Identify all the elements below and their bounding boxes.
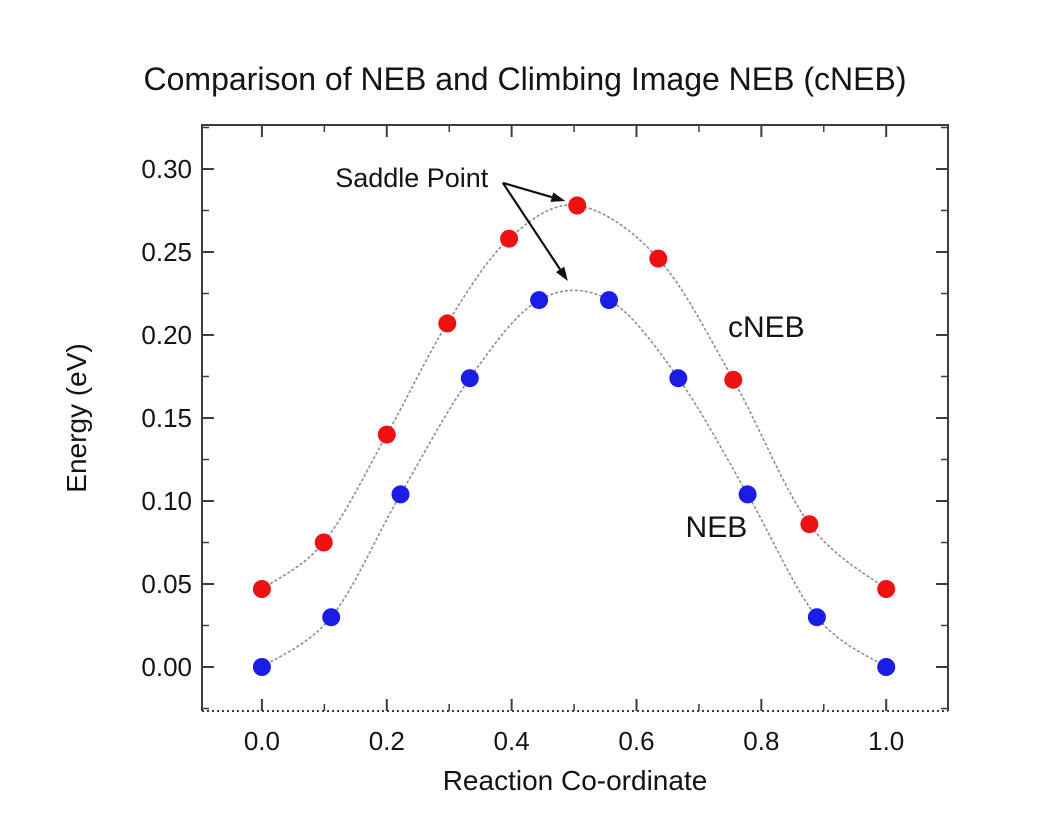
saddle-point-annotation: Saddle Point [335,163,489,193]
y-tick-label: 0.10 [141,486,192,516]
cneb-data-point [800,515,819,534]
neb-data-point [530,291,549,310]
cneb-data-point [649,249,668,268]
neb-data-point [391,485,410,504]
x-tick-label: 0.8 [743,726,779,756]
cneb-data-point [438,314,457,333]
neb-curve [261,289,887,668]
annotation-arrows [501,181,568,282]
y-axis-label: Energy (eV) [61,343,92,492]
cneb-data-point [314,533,333,552]
annotation-arrowhead [550,192,566,202]
neb-data-point [600,291,618,310]
x-tick-label: 0.4 [494,726,530,756]
x-tick-label: 0.6 [618,726,654,756]
cneb-curve [261,204,887,590]
x-axis-label: Reaction Co-ordinate [443,765,708,796]
cneb-data-point [568,196,587,215]
y-tick-label: 0.05 [141,569,192,599]
annotation-arrowhead [555,266,568,282]
series-label-neb: NEB [686,511,748,544]
cneb-data-point [377,425,396,444]
y-tick-label: 0.30 [141,154,192,184]
cneb-data-point [500,229,519,248]
y-tick-label: 0.25 [141,237,192,267]
neb-data-point [460,369,479,388]
series-markers [252,196,896,676]
neb-data-point [807,608,826,627]
series-label-cneb: cNEB [728,311,805,344]
x-tick-label: 0.2 [369,726,405,756]
tick-labels: 0.0 0.2 0.4 0.6 0.8 1.0 0.00 0.05 0.10 0.15 0.20 0.… [141,154,904,756]
y-tick-label: 0.00 [141,652,192,682]
chart-title: Comparison of NEB and Climbing Image NEB… [144,61,907,97]
cneb-data-point [724,370,743,389]
series-curves [261,204,887,668]
x-tick-label: 1.0 [868,726,904,756]
neb-data-point [738,485,757,504]
neb-data-point [322,608,341,627]
y-tick-label: 0.20 [141,320,192,350]
neb-data-point [877,658,896,676]
neb-data-point [669,369,688,388]
y-tick-label: 0.15 [141,403,192,433]
cneb-data-point [252,580,271,598]
cneb-data-point [877,580,896,598]
neb-data-point [252,658,271,676]
annotation-arrow-line [502,181,553,199]
axis-ticks [202,125,948,711]
annotation-arrow-line [501,182,562,270]
x-tick-label: 0.0 [244,726,280,756]
